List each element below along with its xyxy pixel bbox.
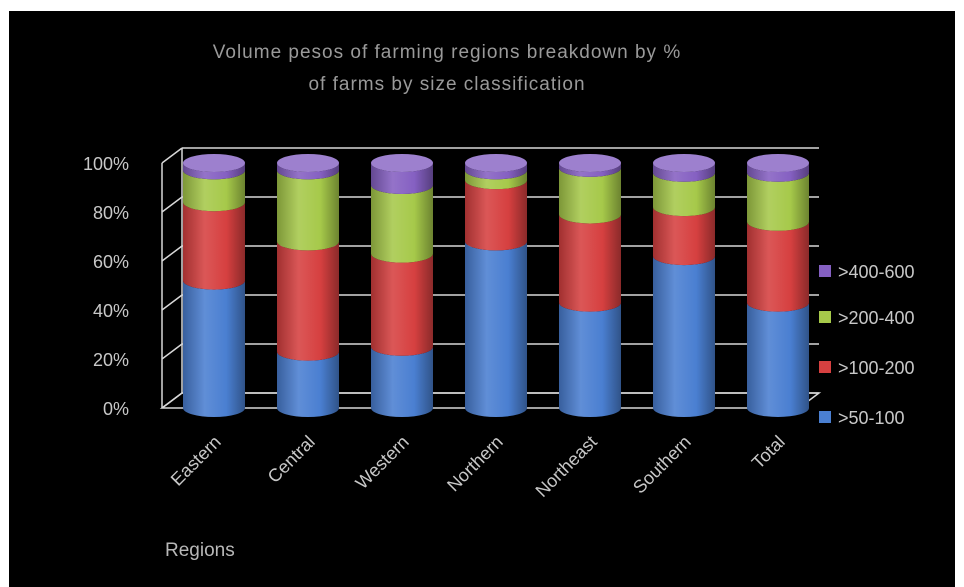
bar-segment	[465, 241, 527, 417]
y-tick-label: 40%	[93, 301, 129, 321]
bar-segment	[465, 163, 527, 180]
bar-segment	[747, 163, 809, 182]
bar-segment	[559, 214, 621, 312]
bars	[183, 154, 809, 417]
bar-segment	[277, 170, 339, 251]
x-category-label: Northern	[443, 432, 507, 496]
bar-segment	[277, 241, 339, 361]
chart-svg: Volume pesos of farming regions breakdow…	[83, 42, 915, 561]
legend-swatch	[819, 311, 831, 323]
bar-top-cap	[747, 154, 809, 172]
legend-label: >400-600	[838, 262, 915, 282]
bar-segment	[653, 207, 715, 266]
x-axis-title: Regions	[165, 540, 235, 561]
legend-swatch	[819, 361, 831, 373]
bar-segment	[183, 280, 245, 417]
bar-segment	[371, 185, 433, 263]
legend-swatch	[819, 411, 831, 423]
bar-top-cap	[277, 154, 339, 172]
bar-segment	[371, 163, 433, 195]
legend: >400-600 >200-400 >100-200 >50-100	[819, 262, 915, 428]
bar-segment	[465, 180, 527, 251]
bar-segment	[371, 346, 433, 417]
chart-frame: Volume pesos of farming regions breakdow…	[9, 11, 955, 587]
chart-title: Volume pesos of farming regions breakdow…	[213, 42, 681, 95]
x-category-label: Northeast	[531, 432, 600, 501]
bar-top-cap	[183, 154, 245, 172]
legend-swatch	[819, 265, 831, 277]
bar-segment	[559, 302, 621, 417]
x-category-label: Southern	[629, 432, 695, 498]
y-tick-label: 60%	[93, 252, 129, 272]
x-category-label: Total	[748, 432, 789, 473]
y-tick-label: 20%	[93, 350, 129, 370]
bar-segment	[183, 202, 245, 290]
y-tick-label: 80%	[93, 203, 129, 223]
legend-label: >200-400	[838, 308, 915, 328]
x-axis-categories: Eastern Central Western Northern Northeast So…	[167, 432, 789, 501]
x-category-label: Central	[264, 432, 319, 487]
x-category-label: Eastern	[167, 432, 225, 490]
gridline-side	[161, 147, 183, 164]
bar-segment	[747, 172, 809, 231]
gridline-side	[161, 343, 183, 360]
bar-top-cap	[371, 154, 433, 172]
legend-label: >100-200	[838, 358, 915, 378]
chart-title-line-1: Volume pesos of farming regions breakdow…	[213, 42, 681, 63]
bar-segment	[653, 172, 715, 217]
y-tick-label: 100%	[83, 154, 129, 174]
bar-segment	[747, 302, 809, 417]
bar-segment	[277, 351, 339, 417]
y-axis-ticks: 0% 20% 40% 60% 80% 100%	[83, 154, 129, 419]
bar-segment	[277, 163, 339, 180]
bar-top-cap	[559, 154, 621, 172]
bar-segment	[559, 167, 621, 224]
bar-segment	[465, 170, 527, 190]
bar-segment	[183, 170, 245, 212]
bar-segment	[371, 253, 433, 356]
bar-segment	[559, 163, 621, 177]
gridline-side	[161, 196, 183, 213]
bar-segment	[653, 256, 715, 417]
bar-segment	[653, 163, 715, 182]
legend-label: >50-100	[838, 408, 905, 428]
bar-segment	[747, 221, 809, 312]
y-tick-label: 0%	[103, 399, 129, 419]
gridline-side	[161, 245, 183, 262]
chart-title-line-2: of farms by size classification	[308, 74, 585, 95]
bar-segment	[183, 163, 245, 180]
bar-top-cap	[465, 154, 527, 172]
x-category-label: Western	[352, 432, 413, 493]
gridline-side	[161, 294, 183, 311]
bar-top-cap	[653, 154, 715, 172]
